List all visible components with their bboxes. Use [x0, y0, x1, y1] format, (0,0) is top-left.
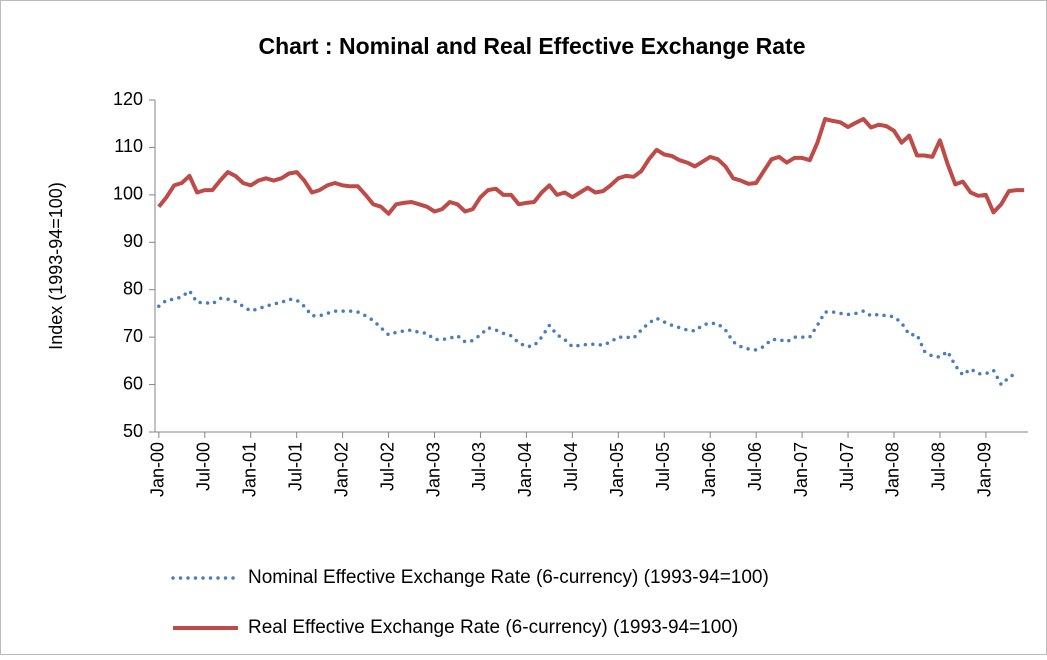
x-tick-label: Jan-08 [883, 442, 903, 497]
x-tick-label: Jul-07 [837, 442, 857, 491]
y-tick-label: 90 [123, 231, 143, 251]
x-tick-label: Jul-05 [653, 442, 673, 491]
legend-label: Nominal Effective Exchange Rate (6-curre… [248, 567, 769, 588]
x-tick-label: Jul-03 [469, 442, 489, 491]
y-tick-label: 80 [123, 278, 143, 298]
y-axis-label: Index (1993-94=100) [46, 182, 66, 350]
x-tick-label: Jan-09 [975, 442, 995, 497]
x-tick-label: Jul-04 [561, 442, 581, 491]
y-tick-label: 120 [113, 89, 143, 109]
x-tick-label: Jan-06 [699, 442, 719, 497]
y-tick-label: 50 [123, 421, 143, 441]
x-tick-label: Jul-02 [377, 442, 397, 491]
x-tick-label: Jan-01 [239, 442, 259, 497]
x-tick-label: Jan-03 [423, 442, 443, 497]
x-tick-label: Jan-02 [331, 442, 351, 497]
x-tick-label: Jul-06 [745, 442, 765, 491]
legend-label: Real Effective Exchange Rate (6-currency… [248, 617, 738, 638]
x-tick-label: Jul-08 [929, 442, 949, 491]
x-tick-label: Jul-01 [285, 442, 305, 491]
x-tick-label: Jul-00 [194, 442, 214, 491]
x-tick-label: Jan-00 [148, 442, 168, 497]
y-tick-label: 100 [113, 184, 143, 204]
x-tick-label: Jan-05 [607, 442, 627, 497]
chart-title: Chart : Nominal and Real Effective Excha… [258, 33, 805, 59]
y-tick-label: 60 [123, 373, 143, 393]
series-line [157, 117, 1025, 216]
x-tick-label: Jan-04 [515, 442, 535, 497]
y-tick-label: 70 [123, 326, 143, 346]
y-tick-label: 110 [114, 136, 143, 156]
x-tick-label: Jan-07 [791, 442, 811, 497]
